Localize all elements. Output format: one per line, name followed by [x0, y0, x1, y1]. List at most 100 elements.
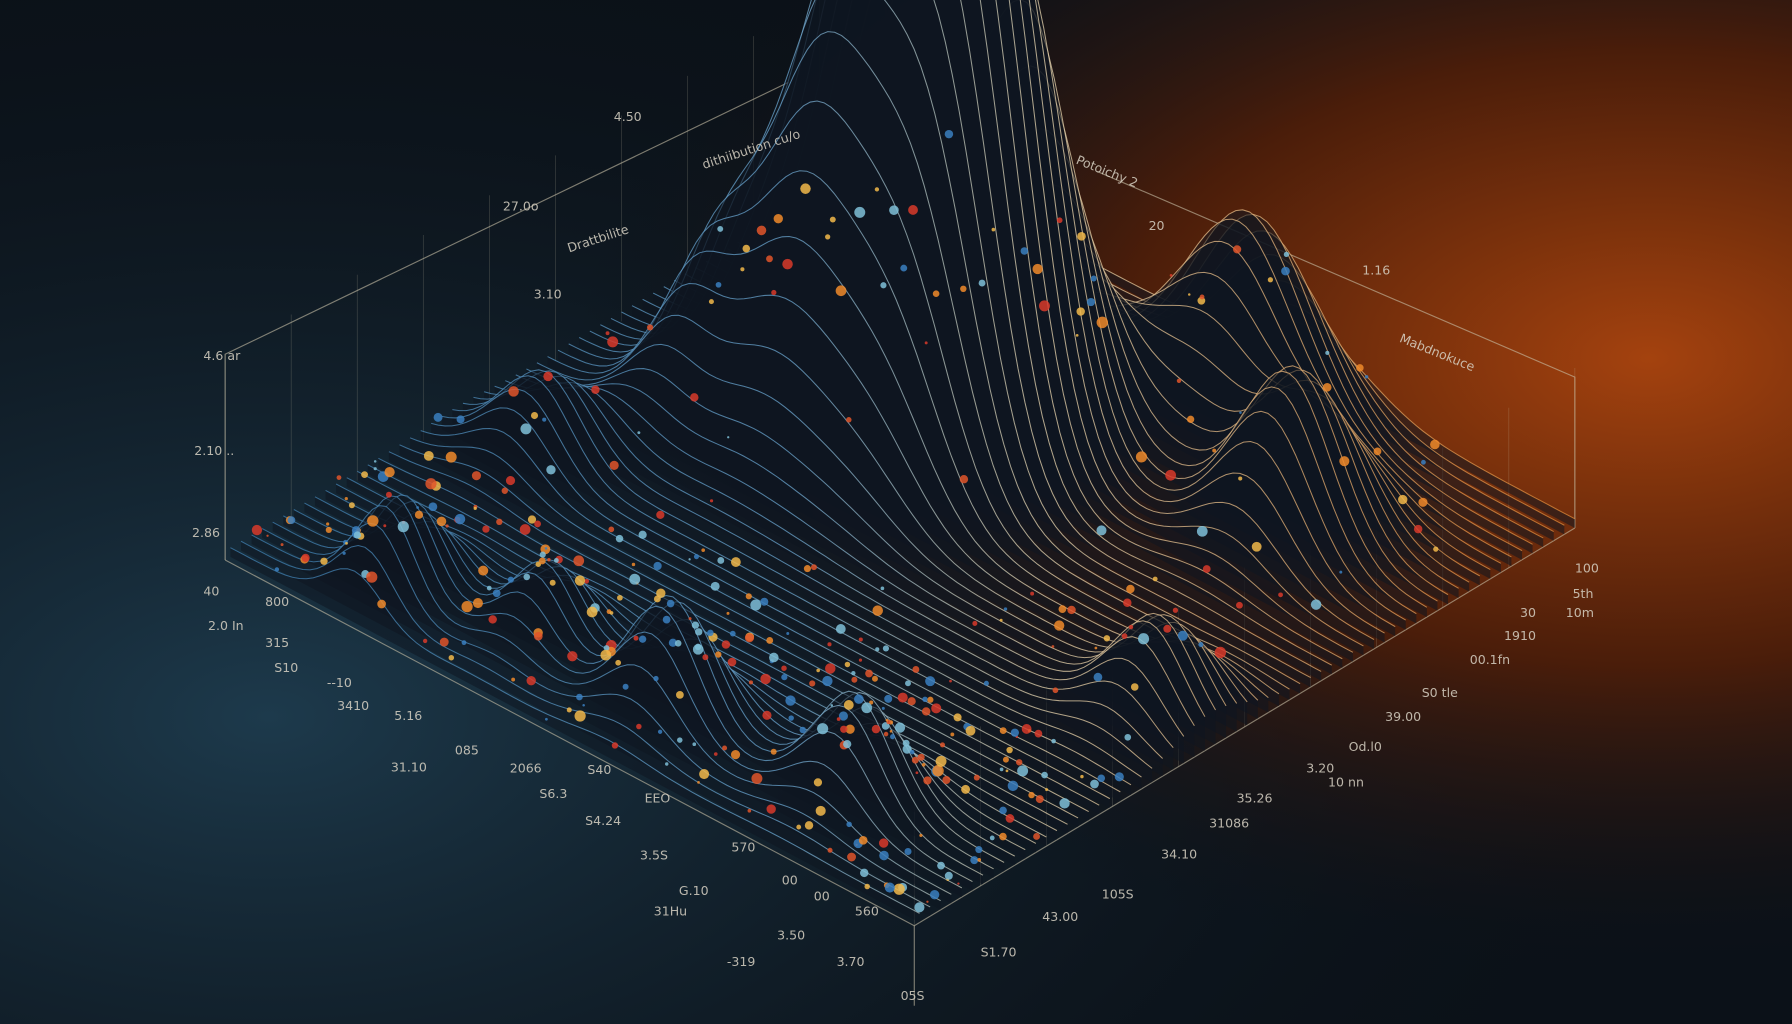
particle	[691, 621, 700, 629]
particle	[1339, 570, 1343, 574]
particle	[545, 717, 548, 721]
particle	[505, 476, 516, 486]
axis-label: 20	[1149, 218, 1165, 233]
particle	[348, 502, 355, 509]
particle	[904, 848, 912, 856]
axis-label: Od.l0	[1349, 739, 1382, 754]
particle	[520, 423, 532, 435]
particle	[543, 371, 553, 382]
particle	[472, 598, 483, 609]
particle	[881, 706, 885, 710]
particle	[605, 331, 610, 336]
particle	[1097, 774, 1106, 783]
particle	[932, 290, 940, 298]
particle	[730, 557, 741, 567]
particle	[926, 900, 929, 903]
particle	[373, 467, 377, 471]
particle	[740, 267, 745, 272]
particle	[607, 336, 619, 348]
particle	[840, 725, 848, 733]
axis-label: 5th	[1573, 586, 1594, 601]
particle	[944, 871, 953, 880]
axis-label: S10	[274, 660, 298, 675]
particle	[836, 717, 841, 721]
particle	[883, 731, 889, 737]
particle	[872, 675, 878, 682]
particle	[534, 520, 542, 528]
particle	[973, 774, 980, 781]
axis-label: S0 tle	[1422, 685, 1458, 700]
particle	[912, 666, 920, 673]
particle	[881, 722, 890, 730]
particle	[1051, 738, 1056, 744]
axis-label: S1.70	[981, 945, 1017, 960]
particle	[1398, 494, 1408, 505]
particle	[786, 632, 790, 635]
particle	[810, 564, 817, 571]
particle	[864, 883, 870, 890]
particle	[471, 471, 482, 481]
particle	[796, 824, 802, 830]
particle	[713, 752, 718, 756]
particle	[519, 524, 531, 535]
particle	[274, 567, 280, 572]
particle	[674, 640, 682, 647]
surface-line	[483, 375, 1174, 748]
particle	[727, 657, 737, 667]
particle	[633, 635, 639, 641]
surface-line	[283, 494, 973, 883]
particle	[965, 725, 976, 736]
particle	[872, 605, 883, 616]
particle	[751, 773, 763, 784]
particle	[1233, 245, 1242, 254]
surface-line	[251, 522, 941, 902]
surface-line	[409, 437, 1100, 806]
particle	[1086, 297, 1096, 307]
particle	[800, 183, 811, 194]
particle	[744, 633, 755, 643]
particle	[423, 450, 434, 461]
surface-line	[494, 381, 1185, 737]
particle	[1418, 497, 1428, 507]
particle	[582, 704, 585, 707]
particle	[935, 755, 947, 767]
particle	[1056, 217, 1063, 224]
particle	[482, 525, 490, 533]
particle	[702, 654, 709, 661]
particle	[653, 675, 659, 682]
surface-line	[240, 540, 931, 908]
particle	[508, 386, 519, 397]
particle	[921, 707, 931, 716]
axis-label: -319	[727, 954, 756, 969]
particle	[549, 579, 556, 586]
particle	[1067, 605, 1076, 615]
particle	[860, 868, 869, 878]
particle	[931, 703, 942, 714]
particle	[843, 700, 854, 710]
particle	[1196, 525, 1208, 537]
particle	[929, 889, 940, 900]
axis-label: 31.10	[391, 760, 427, 775]
particle	[1005, 814, 1015, 823]
particle	[861, 702, 873, 714]
axis-label: S40	[587, 762, 611, 777]
particle	[914, 902, 925, 913]
particle	[961, 784, 971, 794]
axis-label: 00.1fn	[1470, 652, 1510, 667]
particle	[445, 451, 457, 463]
axis-label: 00	[814, 889, 830, 904]
particle	[1128, 624, 1134, 630]
axis-label: 31086	[1209, 816, 1249, 831]
particle	[603, 645, 610, 651]
particle	[1096, 316, 1108, 329]
particle	[771, 289, 777, 296]
particle	[804, 821, 814, 830]
particle	[766, 255, 773, 263]
particle	[809, 680, 816, 687]
axis-label: 5.16	[394, 708, 422, 723]
particle	[1103, 635, 1111, 642]
particle	[1041, 771, 1048, 779]
particle	[729, 630, 736, 637]
particle	[326, 522, 330, 526]
particle	[875, 647, 880, 652]
